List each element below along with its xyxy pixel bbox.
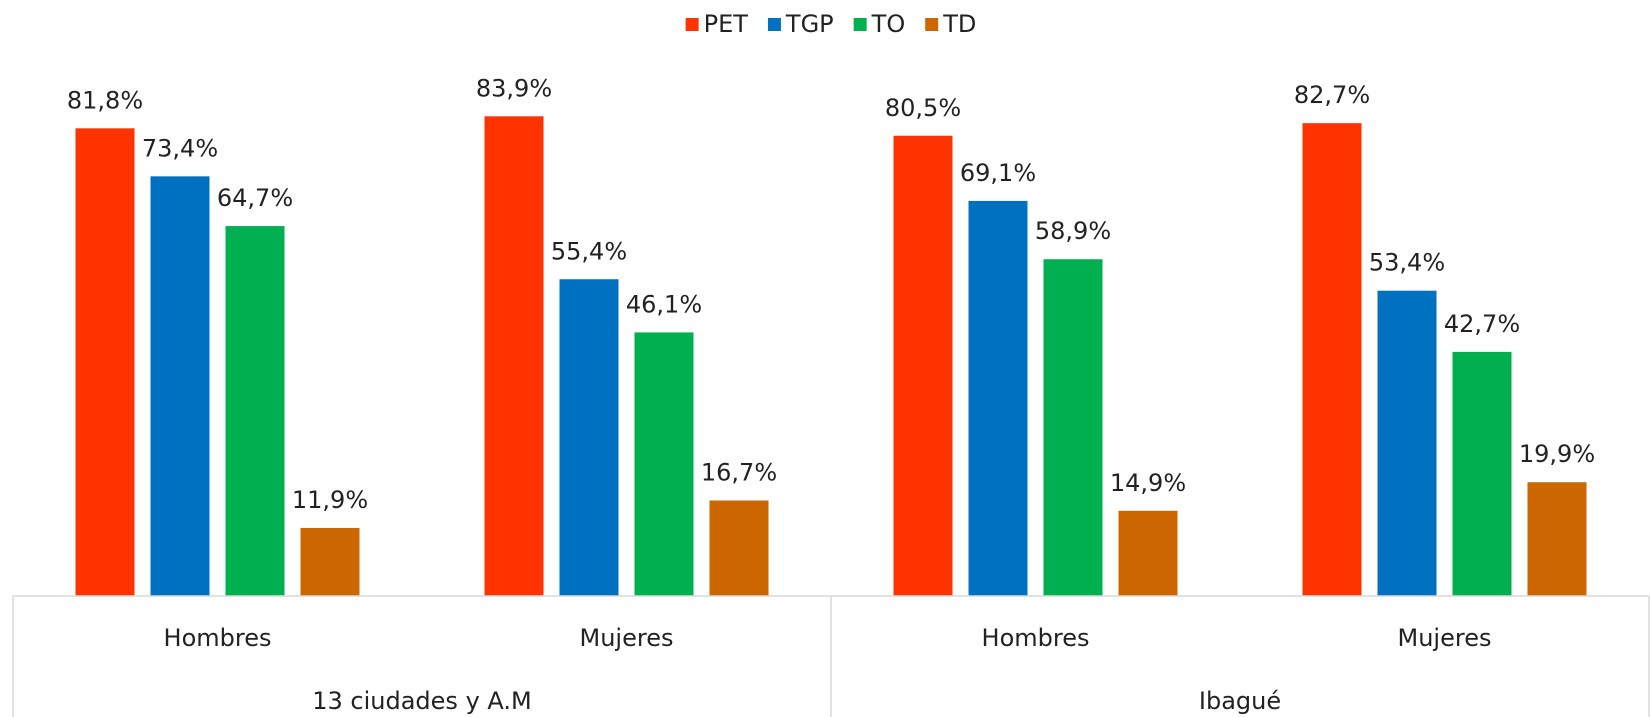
data-label: 69,1%	[960, 159, 1036, 187]
data-label: 42,7%	[1444, 310, 1520, 338]
data-label: 46,1%	[626, 290, 702, 318]
bar	[709, 500, 769, 596]
data-label: 64,7%	[217, 184, 293, 212]
bar	[634, 332, 694, 596]
data-label: 11,9%	[292, 486, 368, 514]
data-label: 55,4%	[551, 237, 627, 265]
bar	[1302, 123, 1362, 596]
legend-swatch	[853, 18, 867, 31]
bar	[968, 200, 1028, 596]
x-tick-label: Mujeres	[1398, 624, 1492, 652]
bar	[300, 527, 360, 596]
legend-label: PET	[704, 10, 749, 38]
data-label: 82,7%	[1294, 81, 1370, 109]
bar	[484, 116, 544, 597]
data-label: 73,4%	[142, 134, 218, 162]
data-label: 14,9%	[1110, 469, 1186, 497]
data-label: 16,7%	[701, 459, 777, 487]
bar	[75, 128, 135, 597]
bar	[1377, 290, 1437, 596]
bar	[559, 279, 619, 596]
legend-swatch	[925, 18, 939, 31]
data-label: 80,5%	[885, 94, 961, 122]
bar	[1452, 351, 1512, 596]
bar	[1118, 510, 1178, 596]
bar	[150, 176, 210, 596]
x-tick-label: Mujeres	[580, 624, 674, 652]
bar	[893, 135, 953, 596]
legend-label: TD	[942, 10, 976, 38]
bar	[1527, 482, 1587, 596]
data-label: 53,4%	[1369, 249, 1445, 277]
legend-swatch	[767, 18, 781, 31]
x-tick-label: Hombres	[164, 624, 272, 652]
group-label: 13 ciudades y A.M	[312, 687, 531, 715]
legend-label: TGP	[785, 10, 834, 38]
bar	[225, 226, 285, 596]
x-tick-label: Hombres	[982, 624, 1090, 652]
bar	[1043, 259, 1103, 596]
data-label: 81,8%	[67, 86, 143, 114]
group-label: Ibagué	[1199, 687, 1281, 715]
legend-swatch	[685, 18, 699, 31]
data-label: 58,9%	[1035, 217, 1111, 245]
legend-label: TO	[871, 10, 906, 38]
data-label: 83,9%	[476, 74, 552, 102]
data-label: 19,9%	[1519, 440, 1595, 468]
